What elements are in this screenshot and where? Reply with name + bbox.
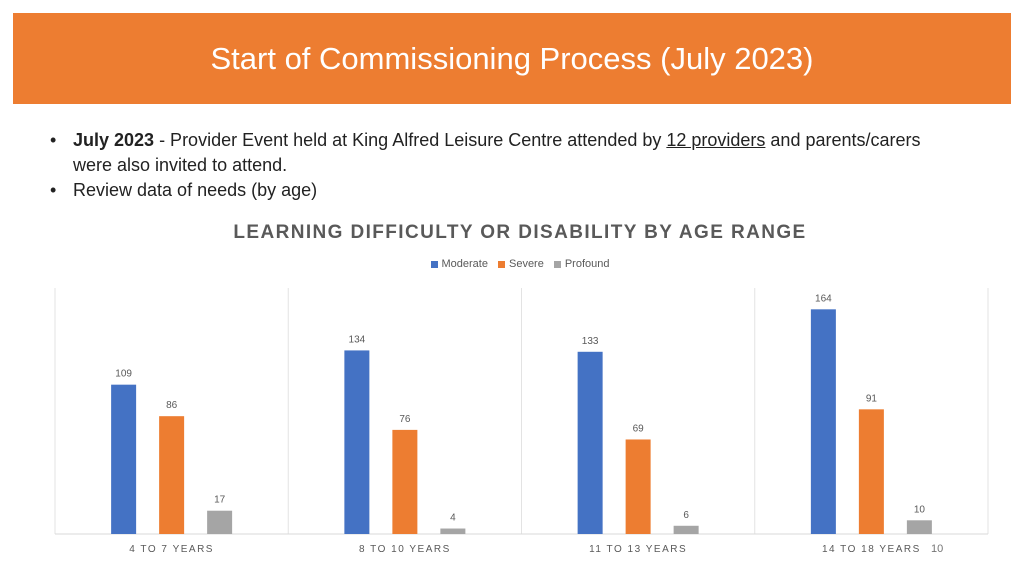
- bullet-text-continued: and parents/carers were also invited to …: [73, 130, 921, 175]
- x-tick-label-2: 11 TO 13 YEARS: [589, 544, 687, 555]
- bar-moderate-3: [810, 309, 836, 534]
- bar-profound-3: [906, 520, 932, 534]
- legend-item-profound: Profound: [553, 258, 610, 270]
- bar-moderate-0: [111, 384, 137, 534]
- x-tick-label-3: 14 TO 18 YEARS: [822, 544, 921, 555]
- data-label-severe-0: 86: [166, 400, 178, 411]
- bar-moderate-2: [577, 351, 603, 534]
- slide-title: Start of Commissioning Process (July 202…: [210, 40, 814, 76]
- legend-swatch-severe: [497, 260, 505, 268]
- bullet-date: July 2023: [73, 130, 155, 150]
- legend-item-severe: Severe: [497, 258, 544, 270]
- chart-title: LEARNING DIFFICULTY OR DISABILITY BY AGE…: [233, 222, 807, 243]
- data-label-profound-2: 6: [683, 510, 689, 521]
- bar-severe-3: [858, 409, 884, 534]
- bar-severe-1: [392, 429, 418, 534]
- bullet-list: July 2023 - Provider Event held at King …: [48, 128, 948, 203]
- title-banner: Start of Commissioning Process (July 202…: [13, 13, 1011, 104]
- bullet-text: - Provider Event held at King Alfred Lei…: [154, 130, 667, 150]
- legend-label-profound: Profound: [564, 258, 610, 270]
- x-tick-label-0: 4 TO 7 YEARS: [129, 544, 214, 555]
- bullet-text: Review data of needs (by age): [73, 180, 318, 200]
- data-label-moderate-3: 164: [815, 293, 832, 304]
- data-label-severe-1: 76: [399, 414, 411, 425]
- x-tick-label-1: 8 TO 10 YEARS: [359, 544, 451, 555]
- data-label-profound-0: 17: [214, 495, 226, 506]
- data-label-moderate-2: 133: [582, 336, 599, 347]
- bar-severe-2: [625, 439, 651, 534]
- bullet-item: Review data of needs (by age): [48, 178, 948, 203]
- bar-moderate-1: [344, 350, 370, 534]
- bar-profound-2: [673, 525, 699, 534]
- data-label-severe-3: 91: [866, 393, 878, 404]
- legend-label-severe: Severe: [508, 258, 544, 270]
- legend-label-moderate: Moderate: [441, 258, 488, 270]
- data-label-moderate-1: 134: [349, 334, 366, 345]
- data-label-profound-1: 4: [450, 513, 456, 524]
- legend-swatch-moderate: [430, 260, 438, 268]
- chart-legend: Moderate Severe Profound: [0, 258, 1024, 270]
- legend-swatch-profound: [553, 260, 561, 268]
- data-label-moderate-0: 109: [115, 369, 132, 380]
- bullet-item: July 2023 - Provider Event held at King …: [48, 128, 948, 178]
- providers-count: 12 providers: [666, 130, 766, 150]
- bar-severe-0: [159, 416, 185, 534]
- bar-profound-0: [207, 510, 233, 534]
- data-label-severe-2: 69: [633, 423, 645, 434]
- data-label-profound-3: 10: [914, 504, 926, 515]
- legend-item-moderate: Moderate: [430, 258, 488, 270]
- slide-number: 10: [931, 543, 944, 555]
- bar-profound-1: [440, 528, 466, 534]
